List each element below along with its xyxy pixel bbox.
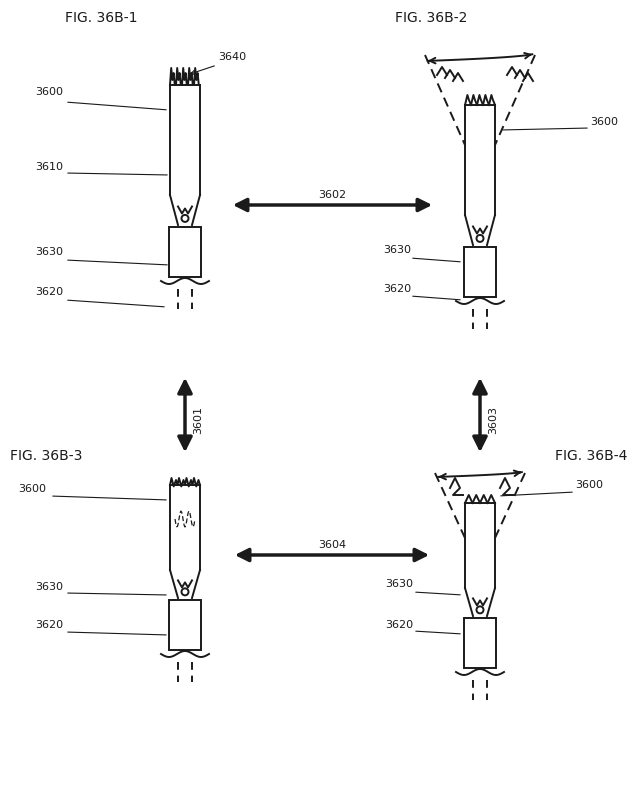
- Text: 3604: 3604: [318, 540, 346, 550]
- Text: 3630: 3630: [35, 582, 63, 592]
- Text: 3600: 3600: [590, 117, 618, 127]
- Text: 3600: 3600: [575, 480, 603, 490]
- Text: 3600: 3600: [35, 87, 63, 97]
- Text: 3620: 3620: [385, 620, 413, 630]
- Text: 3630: 3630: [385, 579, 413, 589]
- Text: 3603: 3603: [488, 406, 498, 434]
- Text: 3620: 3620: [35, 620, 63, 630]
- Text: 3610: 3610: [35, 162, 63, 172]
- Text: FIG. 36B-3: FIG. 36B-3: [10, 449, 83, 463]
- Text: 3620: 3620: [383, 284, 411, 294]
- Text: 3601: 3601: [193, 406, 203, 434]
- Text: 3600: 3600: [18, 484, 46, 494]
- Text: FIG. 36B-1: FIG. 36B-1: [65, 11, 138, 25]
- Text: FIG. 36B-2: FIG. 36B-2: [395, 11, 467, 25]
- Text: 3620: 3620: [35, 287, 63, 297]
- Text: 3630: 3630: [383, 245, 411, 255]
- Text: 3602: 3602: [318, 190, 346, 200]
- Text: 3640: 3640: [218, 52, 246, 62]
- Text: FIG. 36B-4: FIG. 36B-4: [555, 449, 627, 463]
- Text: 3630: 3630: [35, 247, 63, 257]
